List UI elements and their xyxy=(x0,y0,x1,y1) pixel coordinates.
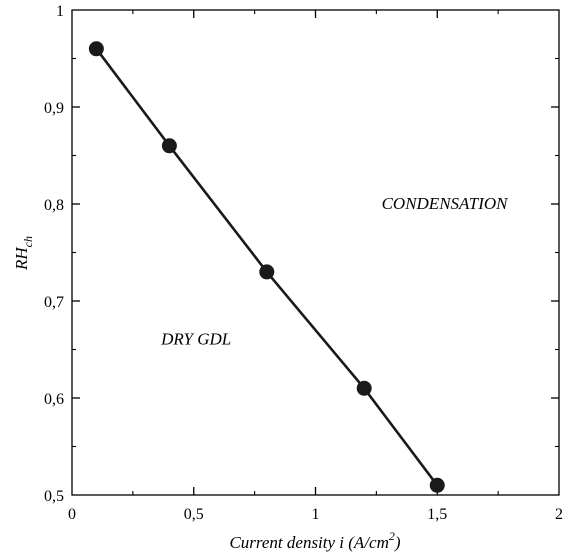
data-point xyxy=(356,380,372,396)
x-tick-label: 2 xyxy=(555,506,563,523)
y-tick-label: 0,7 xyxy=(44,294,64,311)
data-point xyxy=(161,138,177,154)
y-tick-label: 0,8 xyxy=(44,197,64,214)
x-tick-label: 1 xyxy=(312,506,320,523)
y-tick-label: 0,6 xyxy=(44,391,64,408)
tick-labels: 0 0,5 1 1,5 20,50,60,70,80,91 xyxy=(44,3,563,523)
series-markers xyxy=(88,41,445,493)
y-tick-label: 1 xyxy=(56,3,64,20)
data-point xyxy=(429,477,445,493)
axis-ticks xyxy=(72,10,559,495)
x-tick-label: 0 xyxy=(68,506,76,523)
x-tick-label: 1,5 xyxy=(427,506,447,523)
data-point xyxy=(259,264,275,280)
x-axis-title: Current density i (A/cm2) xyxy=(229,529,400,552)
annotation-label: CONDENSATION xyxy=(382,194,510,213)
x-tick-label: 0,5 xyxy=(184,506,204,523)
y-axis-title: RHch xyxy=(12,236,35,271)
plot-frame xyxy=(71,9,560,496)
annotations: CONDENSATION DRY GDL xyxy=(160,194,509,349)
data-point xyxy=(88,41,104,57)
annotation-label: DRY GDL xyxy=(160,330,231,349)
y-tick-label: 0,5 xyxy=(44,488,64,505)
y-tick-label: 0,9 xyxy=(44,100,64,117)
